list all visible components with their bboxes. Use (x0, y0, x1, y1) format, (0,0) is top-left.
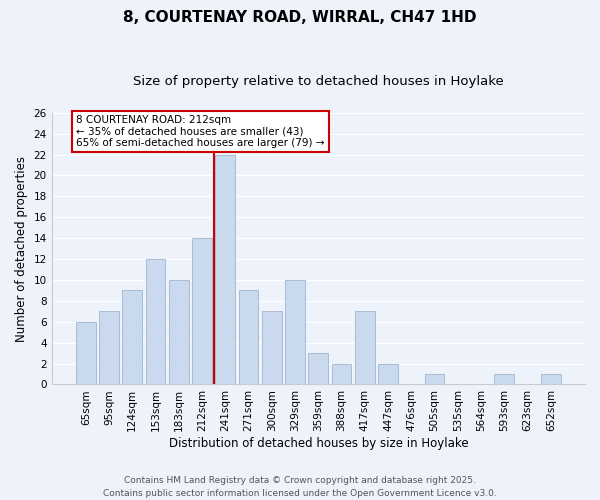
Bar (99, 312, 119, 384)
Bar (308, 353, 328, 384)
Bar (541, 374, 561, 384)
Bar (378, 364, 398, 384)
Bar (262, 312, 282, 384)
Text: 8, COURTENAY ROAD, WIRRAL, CH47 1HD: 8, COURTENAY ROAD, WIRRAL, CH47 1HD (123, 10, 477, 25)
Bar (215, 154, 235, 384)
Bar (332, 364, 352, 384)
Bar (169, 280, 188, 384)
Text: Contains HM Land Registry data © Crown copyright and database right 2025.
Contai: Contains HM Land Registry data © Crown c… (103, 476, 497, 498)
Bar (192, 238, 212, 384)
Bar (122, 290, 142, 384)
Bar (239, 290, 259, 384)
X-axis label: Distribution of detached houses by size in Hoylake: Distribution of detached houses by size … (169, 437, 468, 450)
Bar (425, 374, 445, 384)
Text: 8 COURTENAY ROAD: 212sqm
← 35% of detached houses are smaller (43)
65% of semi-d: 8 COURTENAY ROAD: 212sqm ← 35% of detach… (76, 115, 325, 148)
Title: Size of property relative to detached houses in Hoylake: Size of property relative to detached ho… (133, 75, 504, 88)
Bar (146, 259, 166, 384)
Y-axis label: Number of detached properties: Number of detached properties (15, 156, 28, 342)
Bar (494, 374, 514, 384)
Bar (76, 322, 95, 384)
Bar (285, 280, 305, 384)
Bar (355, 312, 375, 384)
